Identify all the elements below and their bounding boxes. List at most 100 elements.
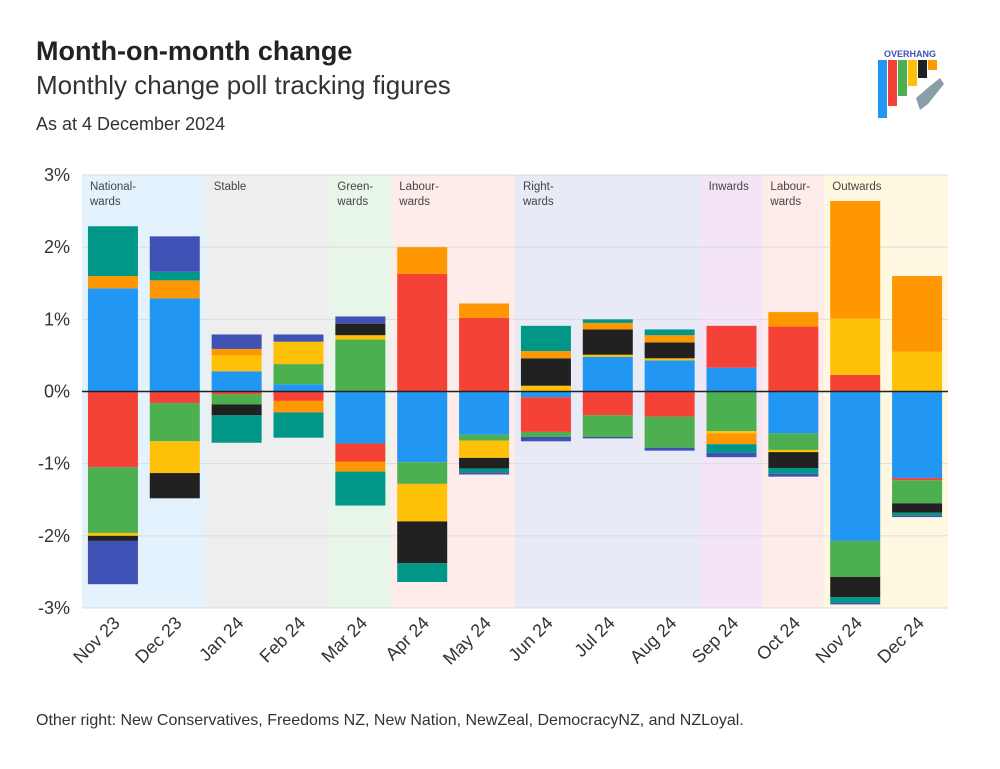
bar-labour-dec-23 xyxy=(149,391,200,404)
x-tick-label: Oct 24 xyxy=(753,613,805,665)
y-tick-label: 3% xyxy=(44,165,70,185)
x-tick-label: Dec 24 xyxy=(873,613,927,667)
bar-national-may-24 xyxy=(459,391,510,435)
bar-other-right-aug-24 xyxy=(644,447,695,451)
bar-nz-first-may-24 xyxy=(459,457,510,469)
region-label-national-wards: National-wards xyxy=(89,181,136,208)
bar-act-jun-24 xyxy=(520,385,571,392)
bar-act-mar-24 xyxy=(335,335,386,340)
bar-act-oct-24 xyxy=(768,449,819,453)
x-tick-label: Jun 24 xyxy=(504,613,556,665)
bar-labour-nov-23 xyxy=(87,391,138,468)
bar-national-dec-24 xyxy=(892,391,943,479)
bar-green-mar-24 xyxy=(335,339,386,392)
bar-national-nov-23 xyxy=(87,288,138,392)
bar-act-dec-24 xyxy=(892,351,943,392)
chart-subtitle: Monthly change poll tracking figures xyxy=(36,70,451,100)
y-tick-label: 1% xyxy=(44,309,70,329)
region-label-labour-wards: Labour-wards xyxy=(398,181,439,208)
bar-other-right-dec-23 xyxy=(149,236,200,272)
y-tick-label: -1% xyxy=(38,454,70,474)
logo-text: OVERHANG xyxy=(884,49,936,59)
bar-national-nov-24 xyxy=(830,391,881,541)
region-label-labour-wards: Labour-wards xyxy=(769,181,810,208)
bar-national-dec-23 xyxy=(149,298,200,392)
footnote: Other right: New Conservatives, Freedoms… xyxy=(36,712,744,729)
region-label-green-wards: Green-wards xyxy=(336,181,373,208)
bar-top-apr-24 xyxy=(397,563,448,583)
bar-nz-first-jan-24 xyxy=(211,404,262,416)
x-axis: Nov 23 Dec 23 Jan 24 Feb 24 Mar 24 Apr 24 May … xyxy=(69,613,928,669)
bar-labour-apr-24 xyxy=(397,273,448,392)
bar-national-jun-24 xyxy=(520,391,571,398)
bar-green-feb-24 xyxy=(273,364,324,385)
bar-labour-may-24 xyxy=(459,317,510,392)
bar-te-pati-maori-dec-24 xyxy=(892,276,943,352)
bar-te-pati-maori-sep-24 xyxy=(706,433,757,445)
bar-top-oct-24 xyxy=(768,467,819,474)
bar-nz-first-apr-24 xyxy=(397,521,448,564)
bar-nz-first-dec-24 xyxy=(892,503,943,513)
bar-other-right-jul-24 xyxy=(582,436,633,439)
bar-labour-mar-24 xyxy=(335,443,386,462)
bar-labour-jul-24 xyxy=(582,391,633,416)
bar-te-pati-maori-mar-24 xyxy=(335,461,386,472)
bar-te-pati-maori-nov-23 xyxy=(87,276,138,289)
x-tick-label: Apr 24 xyxy=(381,613,433,665)
bar-nz-first-mar-24 xyxy=(335,323,386,336)
bar-nz-first-jul-24 xyxy=(582,329,633,355)
bar-labour-jun-24 xyxy=(520,397,571,432)
bar-green-dec-24 xyxy=(892,480,943,504)
bar-other-right-sep-24 xyxy=(706,452,757,458)
bar-other-right-oct-24 xyxy=(768,473,819,477)
y-tick-label: 0% xyxy=(44,382,70,402)
y-tick-label: -2% xyxy=(38,526,70,546)
bar-te-pati-maori-nov-24 xyxy=(830,200,881,319)
bar-top-nov-24 xyxy=(830,597,881,603)
bar-labour-dec-24 xyxy=(892,478,943,481)
bar-te-pati-maori-apr-24 xyxy=(397,247,448,274)
x-tick-label: Jan 24 xyxy=(195,613,247,665)
bar-nz-first-jun-24 xyxy=(520,358,571,386)
bar-nz-first-nov-24 xyxy=(830,576,881,598)
bar-act-aug-24 xyxy=(644,358,695,361)
chart-area: National-wards Stable Green-wards Labour-wa… xyxy=(38,165,948,669)
region-label-outwards: Outwards xyxy=(832,181,881,193)
region-label-right-wards: Right-wards xyxy=(522,181,554,208)
bar-other-right-nov-23 xyxy=(87,540,138,585)
bar-national-sep-24 xyxy=(706,367,757,392)
bar-top-sep-24 xyxy=(706,444,757,453)
bar-act-dec-23 xyxy=(149,441,200,474)
bar-green-aug-24 xyxy=(644,416,695,448)
bar-labour-feb-24 xyxy=(273,391,324,401)
x-tick-label: Nov 24 xyxy=(812,613,866,667)
bar-top-aug-24 xyxy=(644,329,695,336)
bar-te-pati-maori-dec-23 xyxy=(149,280,200,299)
bar-national-feb-24 xyxy=(273,384,324,392)
x-tick-label: May 24 xyxy=(439,613,495,669)
bar-national-aug-24 xyxy=(644,360,695,392)
bar-green-jun-24 xyxy=(520,431,571,437)
bar-nz-first-nov-23 xyxy=(87,535,138,541)
x-tick-label: Sep 24 xyxy=(688,613,742,667)
bar-labour-sep-24 xyxy=(706,325,757,368)
as-at-date: As at 4 December 2024 xyxy=(36,114,226,134)
bar-national-jan-24 xyxy=(211,371,262,392)
y-tick-label: 2% xyxy=(44,237,70,257)
bar-green-jan-24 xyxy=(211,394,262,405)
bar-green-dec-23 xyxy=(149,403,200,442)
x-tick-label: Mar 24 xyxy=(317,613,371,667)
bar-act-nov-23 xyxy=(87,532,138,536)
bar-top-dec-24 xyxy=(892,512,943,516)
bar-green-apr-24 xyxy=(397,462,448,484)
bar-te-pati-maori-jan-24 xyxy=(211,348,262,356)
bar-act-feb-24 xyxy=(273,341,324,365)
bar-nz-first-oct-24 xyxy=(768,452,819,468)
bar-te-pati-maori-feb-24 xyxy=(273,400,324,413)
bar-national-jul-24 xyxy=(582,356,633,392)
bar-other-right-jun-24 xyxy=(520,436,571,442)
bar-labour-nov-24 xyxy=(830,374,881,392)
bar-nz-first-aug-24 xyxy=(644,342,695,359)
bar-green-may-24 xyxy=(459,434,510,441)
bar-top-jan-24 xyxy=(211,415,262,443)
